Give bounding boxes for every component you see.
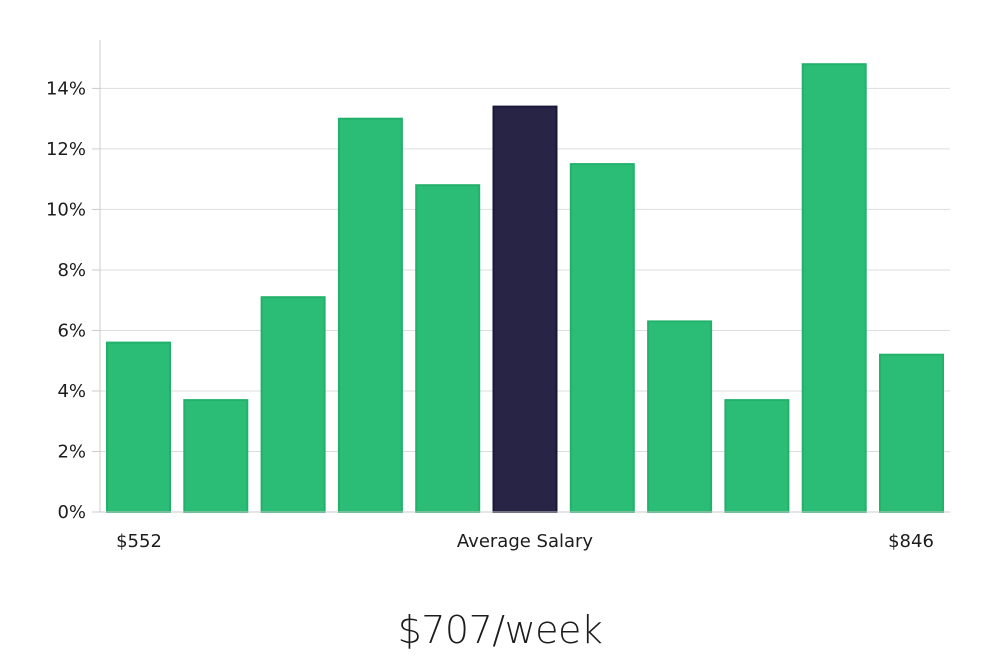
y-tick-label: 14% (46, 78, 86, 99)
bar (337, 117, 403, 513)
y-tick-label: 6% (57, 320, 86, 341)
bar (260, 296, 326, 514)
bar (801, 63, 867, 513)
y-tick-label: 10% (46, 199, 86, 220)
bar-average (492, 105, 558, 513)
x-label-max: $846 (888, 531, 934, 552)
y-tick-label: 8% (57, 260, 86, 281)
bar (415, 184, 481, 513)
x-axis: $552 Average Salary $846 (100, 511, 950, 552)
y-tick-label: 4% (57, 381, 86, 402)
bar (879, 353, 944, 514)
y-tick-label: 12% (46, 139, 86, 160)
bar (183, 399, 249, 514)
bar (724, 399, 790, 514)
y-axis: 0% 2% 4% 6% 8% 10% 12% 14% (46, 40, 101, 523)
average-salary-value: $707/week (397, 608, 603, 652)
bar (106, 341, 171, 513)
x-label-min: $552 (116, 531, 162, 552)
y-tick-label: 2% (57, 441, 86, 462)
y-tick-label: 0% (57, 502, 86, 523)
salary-histogram: 0% 2% 4% 6% 8% 10% 12% 14% $552 Average Salary … (46, 40, 950, 552)
x-label-center: Average Salary (457, 531, 594, 552)
bar (569, 163, 635, 513)
bar (647, 320, 713, 513)
bars (106, 63, 944, 514)
